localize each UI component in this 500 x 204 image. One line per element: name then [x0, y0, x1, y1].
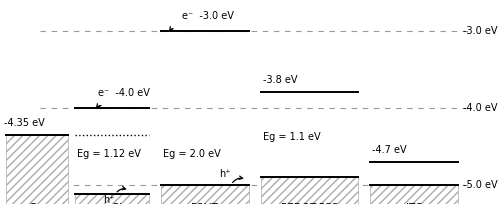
Text: P3HT: P3HT [192, 203, 218, 204]
Text: h⁺: h⁺ [103, 195, 115, 204]
Text: -4.7 eV: -4.7 eV [372, 145, 407, 155]
Text: -4.0 eV: -4.0 eV [463, 103, 498, 113]
Text: ITO: ITO [406, 203, 423, 204]
Text: Ga: Ga [28, 203, 43, 204]
Text: -3.8 eV: -3.8 eV [263, 75, 298, 85]
Text: -3.0 eV: -3.0 eV [463, 26, 498, 36]
Text: Eg = 1.12 eV: Eg = 1.12 eV [77, 149, 141, 159]
Text: e⁻  -4.0 eV: e⁻ -4.0 eV [98, 88, 150, 98]
Text: Eg = 1.1 eV: Eg = 1.1 eV [263, 132, 320, 142]
Text: h⁺: h⁺ [219, 169, 230, 179]
Text: PEDOT:PSS: PEDOT:PSS [281, 203, 338, 204]
Text: -4.35 eV: -4.35 eV [4, 118, 44, 128]
Text: Eg = 2.0 eV: Eg = 2.0 eV [163, 149, 220, 159]
Text: -5.0 eV: -5.0 eV [463, 180, 498, 190]
Text: n-Si: n-Si [102, 203, 122, 204]
Text: e⁻  -3.0 eV: e⁻ -3.0 eV [182, 11, 234, 21]
